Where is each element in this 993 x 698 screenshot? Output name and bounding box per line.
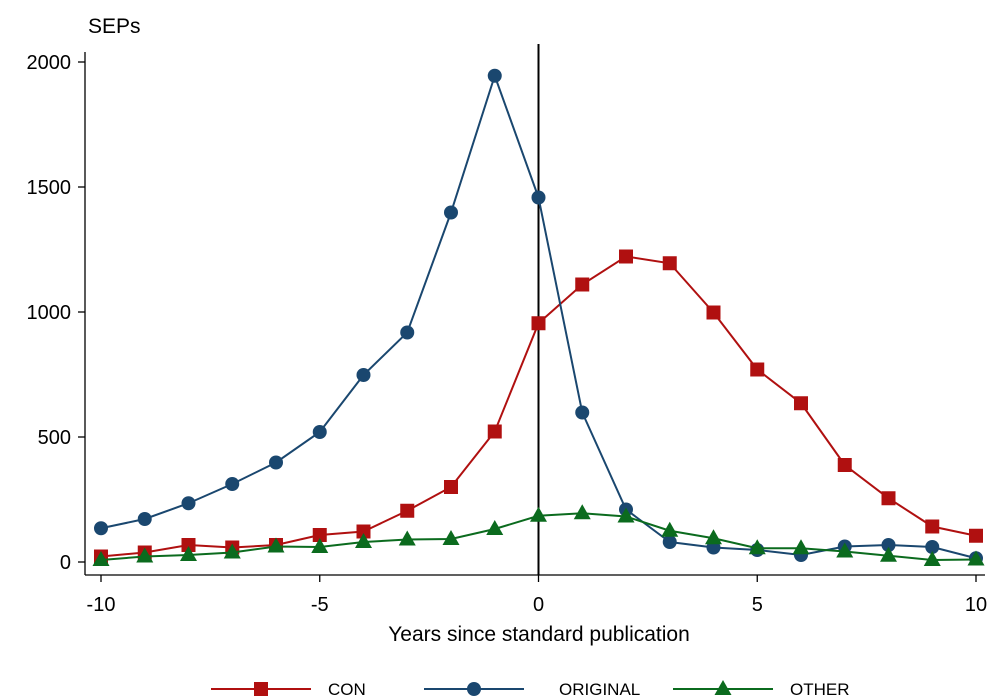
series-other [92, 504, 985, 566]
data-point-con [794, 396, 808, 411]
y-ticks: 0 500 1000 1500 2000 [27, 52, 85, 574]
data-point-other [223, 543, 241, 559]
data-point-other [661, 521, 679, 537]
data-point-con [531, 316, 546, 331]
data-point-original [269, 455, 283, 470]
data-point-other [180, 546, 197, 561]
x-tick-label: 0 [533, 594, 544, 616]
y-tick-label: 500 [38, 427, 71, 449]
data-point-con [444, 480, 458, 494]
data-point-con [181, 538, 196, 552]
series-layer [92, 68, 985, 566]
data-point-other [92, 551, 110, 566]
data-point-original [94, 521, 108, 536]
data-point-con [881, 491, 896, 506]
data-point-other [836, 542, 854, 558]
y-tick-label: 1000 [27, 302, 72, 324]
data-point-other [573, 504, 591, 520]
data-point-con [312, 528, 327, 542]
data-point-other [748, 539, 766, 555]
y-tick-label: 1500 [27, 177, 72, 199]
data-point-other [311, 538, 329, 553]
data-point-con [969, 528, 983, 543]
data-point-con [750, 362, 765, 377]
data-point-other [398, 530, 416, 546]
data-point-original [400, 325, 415, 340]
legend-item-other: OTHER [673, 680, 850, 698]
data-point-con [662, 256, 677, 271]
data-point-other [880, 546, 897, 562]
data-point-original [881, 538, 896, 552]
legend-label-other: OTHER [790, 680, 850, 698]
data-point-other [442, 530, 460, 545]
legend-label-original: ORIGINAL [559, 680, 640, 698]
data-point-other [267, 537, 285, 553]
data-point-con [706, 305, 721, 320]
data-point-original [312, 425, 327, 439]
data-point-other [967, 550, 985, 566]
data-point-original [181, 496, 196, 511]
data-point-con [619, 249, 633, 264]
legend-item-con: CON [211, 680, 366, 698]
data-point-con [837, 458, 852, 472]
x-tick-label: 10 [965, 594, 987, 616]
data-point-other [486, 520, 504, 535]
y-tick-label: 0 [60, 552, 71, 574]
data-point-other [355, 533, 372, 548]
legend-marker-original [467, 682, 481, 696]
x-tick-label: -5 [311, 594, 329, 616]
data-point-con [925, 519, 940, 534]
data-point-other [792, 539, 810, 555]
series-con [94, 249, 983, 564]
data-point-original [925, 540, 940, 554]
data-point-original [137, 512, 152, 526]
data-point-original [662, 535, 677, 549]
y-axis-title: SEPs [88, 15, 141, 38]
data-point-con [575, 277, 590, 292]
data-point-con [400, 503, 415, 518]
data-point-con [487, 424, 502, 439]
data-point-other [530, 506, 547, 522]
data-point-con [356, 524, 371, 539]
x-tick-label: 5 [752, 594, 763, 616]
legend: CON ORIGINAL OTHER [211, 680, 850, 698]
x-tick-label: -10 [87, 594, 116, 616]
data-point-original [356, 368, 371, 382]
legend-label-con: CON [328, 680, 366, 698]
data-point-original [531, 190, 546, 205]
data-point-other [923, 551, 941, 566]
legend-marker-con [254, 682, 268, 696]
data-point-original [444, 205, 458, 220]
legend-item-original: ORIGINAL [424, 680, 640, 698]
data-point-original [575, 405, 590, 420]
data-point-original [487, 68, 502, 83]
x-axis-title: Years since standard publication [388, 623, 690, 646]
y-tick-label: 2000 [27, 52, 72, 74]
x-ticks: -10 -5 0 5 10 [87, 575, 987, 616]
data-point-other [617, 507, 635, 523]
data-point-other [136, 547, 154, 563]
legend-marker-other [714, 680, 732, 695]
data-point-original [225, 477, 240, 491]
data-point-other [705, 529, 722, 545]
